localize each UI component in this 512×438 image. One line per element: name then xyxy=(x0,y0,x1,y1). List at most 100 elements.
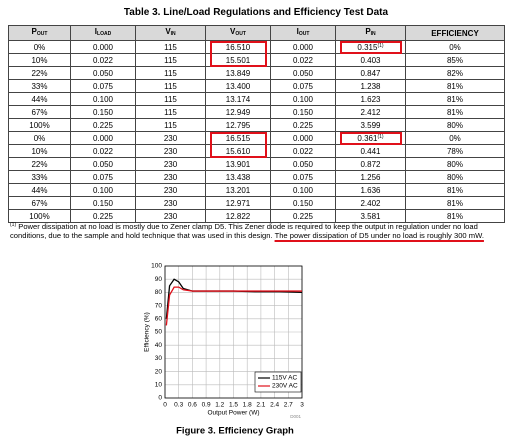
table-row: 44% 0.100 115 13.174 0.100 1.623 81% xyxy=(8,92,505,106)
table-cell: 0.100 xyxy=(70,92,136,106)
table-row: 22% 0.050 230 13.901 0.050 0.872 80% xyxy=(8,157,505,171)
table-cell: 13.849 xyxy=(205,66,271,80)
highlight-box xyxy=(209,40,267,67)
table-cell: 0.847 xyxy=(335,66,406,80)
table-cell: 81% xyxy=(405,209,505,223)
table-cell: 115 xyxy=(135,79,206,93)
table-cell: 2.402 xyxy=(335,196,406,210)
x-tick-label: 1.5 xyxy=(229,402,238,409)
table-cell: 1.238 xyxy=(335,79,406,93)
x-tick-label: 1.8 xyxy=(243,402,252,409)
table-cell: 0.100 xyxy=(270,183,336,197)
table-cell: 12.949 xyxy=(205,105,271,119)
table-row: 100% 0.225 230 12.822 0.225 3.581 81% xyxy=(8,209,505,223)
table-cell: 0.075 xyxy=(70,170,136,184)
table-cell: 0.872 xyxy=(335,157,406,171)
table-cell: 100% xyxy=(8,118,71,132)
table-cell: 81% xyxy=(405,196,505,210)
table-cell: 10% xyxy=(8,144,71,158)
y-axis-label: Efficiency (%) xyxy=(144,312,151,352)
table-cell: 115 xyxy=(135,66,206,80)
plot-frame xyxy=(164,265,303,399)
legend-label: 115V AC xyxy=(272,375,297,382)
table-cell: 12.822 xyxy=(205,209,271,223)
table-cell: 115 xyxy=(135,118,206,132)
table-cell: 67% xyxy=(8,105,71,119)
table-row: 10% 0.022 230 15.610 0.022 0.441 78% xyxy=(8,144,505,158)
table-row: 33% 0.075 115 13.400 0.075 1.238 81% xyxy=(8,79,505,93)
table-cell: 115 xyxy=(135,105,206,119)
table-cell: 1.636 xyxy=(335,183,406,197)
y-tick-label: 90 xyxy=(155,276,163,283)
header-sub: IN xyxy=(170,31,176,37)
table-cell: 80% xyxy=(405,118,505,132)
table-cell: 0.022 xyxy=(270,53,336,67)
table-cell: 0.000 xyxy=(70,40,136,54)
table-cell: 81% xyxy=(405,92,505,106)
x-tick-label: 2.4 xyxy=(270,402,279,409)
table-cell: 0.022 xyxy=(270,144,336,158)
series-line xyxy=(165,286,302,326)
y-tick-label: 50 xyxy=(155,329,163,336)
table-cell: 67% xyxy=(8,196,71,210)
y-tick-label: 0 xyxy=(158,395,162,402)
table-cell: 0% xyxy=(405,40,505,54)
table-cell: 0.225 xyxy=(270,118,336,132)
table-cell: 0.225 xyxy=(70,118,136,132)
header-main: P xyxy=(31,27,37,36)
y-tick-label: 70 xyxy=(155,302,163,309)
cell-text: 0.315 xyxy=(357,43,378,52)
footnote-marker: (1) xyxy=(10,222,17,228)
table-cell: 0.100 xyxy=(70,183,136,197)
table-cell: 44% xyxy=(8,183,71,197)
table-cell: 0.050 xyxy=(270,157,336,171)
table-cell: 230 xyxy=(135,196,206,210)
footnote-highlight: The power dissipation of D5 under no loa… xyxy=(274,231,484,240)
table-cell: 1.256 xyxy=(335,170,406,184)
table-cell: 230 xyxy=(135,183,206,197)
table-cell: 0.150 xyxy=(70,196,136,210)
table-cell: 0.100 xyxy=(270,92,336,106)
table-cell: 0% xyxy=(405,131,505,145)
legend-box xyxy=(254,371,302,393)
highlight-box xyxy=(209,131,267,158)
table-cell: 81% xyxy=(405,183,505,197)
table-cell: 0.403 xyxy=(335,53,406,67)
header-sub: OUT xyxy=(36,31,48,37)
table-cell: 0.075 xyxy=(70,79,136,93)
table-cell: 0.000 xyxy=(270,131,336,145)
table-cell: 0.150 xyxy=(70,105,136,119)
table-cell: 0.075 xyxy=(270,79,336,93)
table-cell: 230 xyxy=(135,131,206,145)
table-cell: 0.050 xyxy=(270,66,336,80)
y-tick-label: 80 xyxy=(155,289,163,296)
table-cell: 12.971 xyxy=(205,196,271,210)
table-cell: 22% xyxy=(8,157,71,171)
y-tick-label: 20 xyxy=(155,368,163,375)
header-main: P xyxy=(365,27,371,36)
table-cell: 13.174 xyxy=(205,92,271,106)
chart: 0 10 20 30 40 50 60 70 80 90 100 0 0.3 0.6 0.9 1.2 1.5 1.… xyxy=(144,263,304,437)
table-cell: 0.050 xyxy=(70,66,136,80)
table-cell: 78% xyxy=(405,144,505,158)
table-cell: 82% xyxy=(405,66,505,80)
table-cell: 81% xyxy=(405,105,505,119)
footnote: (1) Power dissipation at no load is most… xyxy=(10,221,500,240)
table-row: 67% 0.150 230 12.971 0.150 2.402 81% xyxy=(8,196,505,210)
header-sub: IN xyxy=(370,31,376,37)
table-cell: 230 xyxy=(135,170,206,184)
header-cell: ILOAD xyxy=(70,25,136,41)
footnote-text: Power dissipation at no load is mostly d… xyxy=(10,222,478,240)
legend-label: 230V AC xyxy=(272,383,298,390)
table-cell: 230 xyxy=(135,157,206,171)
table-cell: 0.022 xyxy=(70,53,136,67)
table-cell: 44% xyxy=(8,92,71,106)
table-cell: 13.438 xyxy=(205,170,271,184)
table-cell: 80% xyxy=(405,170,505,184)
x-tick-label: 0.9 xyxy=(202,402,211,409)
table-cell: 0.075 xyxy=(270,170,336,184)
cell-note: (1) xyxy=(377,43,384,49)
y-tick-label: 60 xyxy=(155,316,163,323)
y-tick-label: 40 xyxy=(155,342,163,349)
x-tick-label: 0 xyxy=(163,402,167,409)
